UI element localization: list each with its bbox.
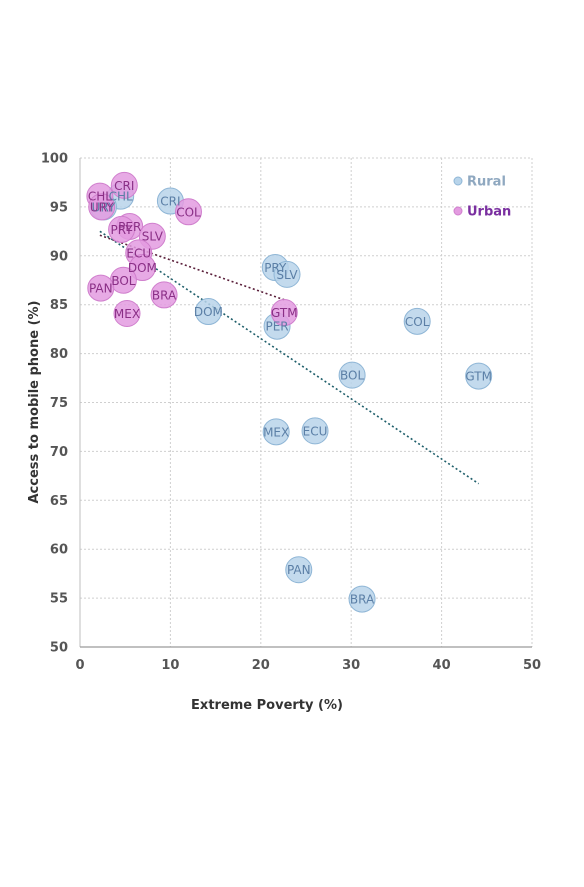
bubble-urban bbox=[113, 300, 141, 328]
legend-marker-urban bbox=[453, 206, 463, 216]
bubble-rural bbox=[301, 417, 329, 445]
point-label: PRY bbox=[111, 223, 134, 237]
bubble-urban bbox=[88, 193, 116, 221]
bubble-rural bbox=[403, 307, 431, 335]
bubble-rural bbox=[338, 361, 366, 389]
bubble-rural bbox=[285, 556, 313, 584]
legend-label-urban: Urban bbox=[467, 205, 511, 220]
point-label: PAN bbox=[287, 563, 311, 577]
point-label: COL bbox=[405, 315, 430, 329]
point-label: DOM bbox=[128, 261, 157, 275]
point-label: ECU bbox=[126, 246, 151, 260]
bubble-rural bbox=[465, 362, 493, 390]
point-label: GTM bbox=[271, 306, 298, 320]
data-points bbox=[86, 171, 493, 613]
y-tick-label: 85 bbox=[50, 298, 68, 313]
point-label: PER bbox=[118, 220, 141, 234]
axes: 0 10 20 30 40 50 50 55 60 65 70 75 80 85 90 95 100 bbox=[41, 152, 541, 674]
x-tick-label: 40 bbox=[433, 658, 451, 673]
bubble-rural bbox=[194, 298, 222, 326]
point-label: PRY bbox=[264, 261, 287, 275]
bubble-urban bbox=[150, 281, 178, 309]
trendline-rural bbox=[99, 230, 480, 485]
legend: Rural Urban bbox=[453, 175, 511, 220]
x-tick-label: 20 bbox=[252, 658, 270, 673]
point-label: DOM bbox=[194, 305, 223, 319]
y-tick-label: 75 bbox=[50, 396, 68, 411]
point-label: CHL bbox=[109, 190, 133, 204]
point-label: BOL bbox=[111, 274, 135, 288]
bubble-urban bbox=[110, 171, 138, 199]
point-label: PAN bbox=[89, 282, 113, 296]
point-label: CRI bbox=[160, 195, 180, 209]
bubble-urban bbox=[270, 299, 298, 327]
y-tick-label: 65 bbox=[50, 494, 68, 509]
point-label: BRA bbox=[152, 288, 177, 302]
bubble-urban bbox=[128, 254, 156, 282]
y-tick-label: 90 bbox=[50, 249, 68, 264]
point-label: CRI bbox=[114, 179, 134, 193]
point-label: GTM bbox=[465, 370, 492, 384]
point-label: SLV bbox=[276, 268, 298, 282]
x-tick-label: 30 bbox=[342, 658, 360, 673]
bubble-rural bbox=[273, 260, 301, 288]
x-tick-label: 0 bbox=[75, 658, 84, 673]
y-tick-label: 50 bbox=[50, 641, 68, 656]
bubble-urban bbox=[108, 215, 136, 243]
point-label: CHL bbox=[88, 190, 112, 204]
x-axis-title: Extreme Poverty (%) bbox=[191, 698, 343, 713]
y-axis-title: Access to mobile phone (%) bbox=[27, 301, 42, 504]
point-label: SLV bbox=[142, 230, 164, 244]
y-tick-label: 70 bbox=[50, 445, 68, 460]
x-tick-label: 10 bbox=[161, 658, 179, 673]
bubble-urban bbox=[174, 198, 202, 226]
point-label: MEX bbox=[263, 425, 289, 439]
y-tick-label: 80 bbox=[50, 347, 68, 362]
legend-label-rural: Rural bbox=[467, 175, 506, 190]
bubble-rural bbox=[262, 418, 290, 446]
y-tick-label: 100 bbox=[41, 152, 68, 167]
x-tick-label: 50 bbox=[523, 658, 541, 673]
point-label: PER bbox=[265, 320, 288, 334]
point-label: BRA bbox=[350, 593, 375, 607]
point-label: BOL bbox=[340, 369, 364, 383]
bubble-rural bbox=[348, 585, 376, 613]
y-tick-label: 55 bbox=[50, 592, 68, 607]
y-tick-label: 95 bbox=[50, 200, 68, 215]
point-label: URY bbox=[90, 200, 114, 214]
legend-marker-rural bbox=[453, 176, 463, 186]
point-label: COL bbox=[176, 205, 201, 219]
bubble-urban bbox=[87, 274, 115, 302]
point-label: URY bbox=[92, 200, 116, 214]
point-label: MEX bbox=[114, 307, 140, 321]
y-tick-label: 60 bbox=[50, 543, 68, 558]
point-label: ECU bbox=[303, 424, 328, 438]
